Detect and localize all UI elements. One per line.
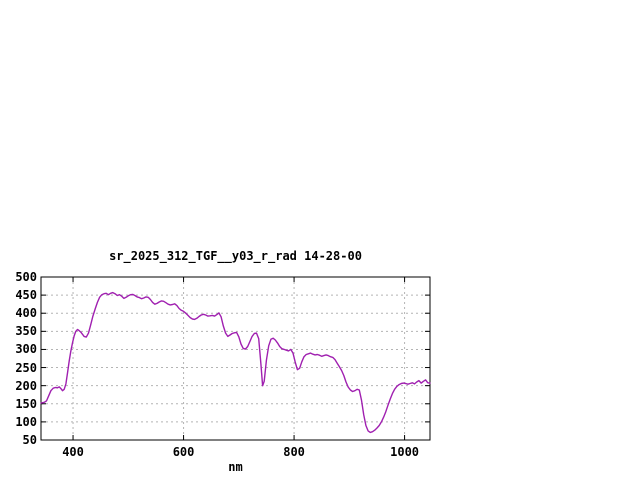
y-tick-label: 300 (15, 342, 37, 357)
y-tick-label: 350 (15, 324, 37, 339)
x-tick-label: 1000 (390, 445, 420, 459)
x-tick-label: 600 (172, 445, 195, 459)
y-tick-label: 400 (15, 306, 37, 321)
y-tick-label: 200 (15, 378, 37, 393)
data-line (40, 291, 431, 434)
y-tick-label: 50 (22, 433, 37, 447)
y-tick-label: 450 (15, 288, 37, 303)
y-tick-label: 500 (15, 270, 37, 284)
y-tick-label: 150 (15, 396, 37, 411)
chart-title: sr_2025_312_TGF__y03_r_rad 14-28-00 (109, 249, 362, 263)
x-axis-title: nm (228, 460, 243, 474)
y-tick-label: 250 (15, 360, 37, 375)
x-tick-label: 800 (283, 445, 305, 459)
plot-border (40, 276, 431, 441)
y-tick-label: 100 (15, 414, 37, 429)
x-tick-label: 400 (62, 445, 84, 459)
